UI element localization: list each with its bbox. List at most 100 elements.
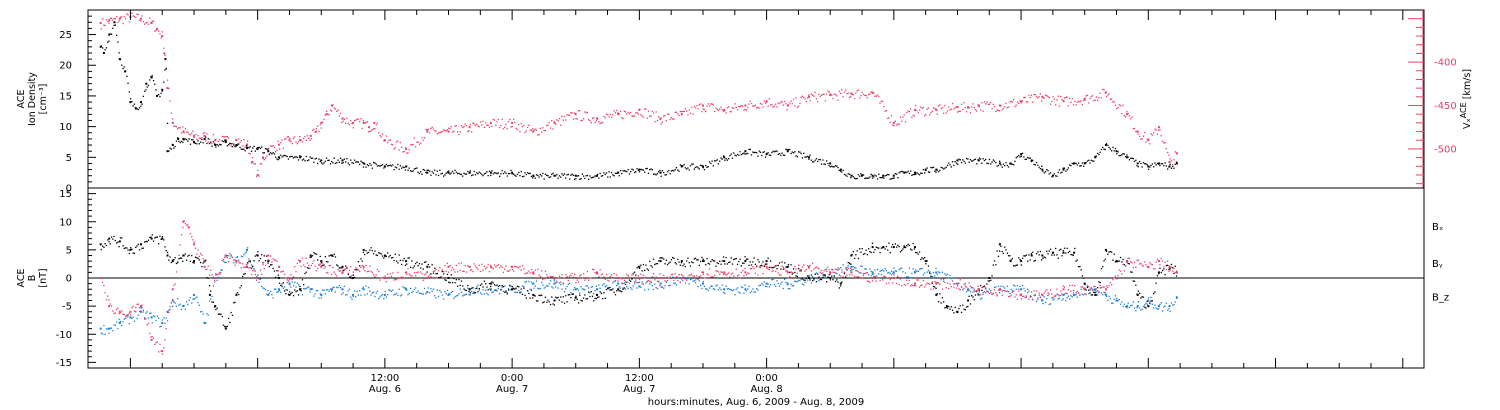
density-series-sample xyxy=(399,165,401,167)
by-series-sample xyxy=(161,319,164,321)
bz-series-sample xyxy=(876,276,879,279)
by-series-sample xyxy=(735,288,737,290)
bx-series-sample xyxy=(124,247,127,249)
by-series-sample xyxy=(327,289,329,291)
bz-series-sample xyxy=(231,256,234,258)
bx-series-sample xyxy=(1133,280,1136,282)
velocity-series-sample xyxy=(1093,99,1095,102)
by-series-sample xyxy=(726,288,728,290)
density-series-sample xyxy=(569,178,571,180)
by-series-sample xyxy=(803,284,805,286)
bx-series-sample xyxy=(864,252,866,255)
velocity-series-sample xyxy=(818,93,820,95)
bz-series-sample xyxy=(621,278,623,280)
bz-series-sample xyxy=(1070,290,1072,292)
by-series-sample xyxy=(320,297,323,299)
bx-series-sample xyxy=(651,266,653,268)
bz-series-sample xyxy=(242,263,244,265)
by-series-sample xyxy=(445,293,447,295)
velocity-series-sample xyxy=(192,130,194,132)
bz-series-sample xyxy=(1107,286,1109,288)
velocity-series-sample xyxy=(1058,105,1061,107)
bz-series-sample xyxy=(992,293,994,295)
bx-series-sample xyxy=(607,287,609,290)
bz-series-sample xyxy=(393,279,395,281)
by-series-sample xyxy=(401,294,403,296)
by-series-sample xyxy=(523,286,525,288)
bz-series-sample xyxy=(177,260,179,262)
density-series-sample xyxy=(121,64,123,66)
velocity-series-sample xyxy=(132,15,134,17)
bx-series-sample xyxy=(814,273,816,275)
density-series-sample xyxy=(1147,168,1150,170)
density-series-sample xyxy=(628,173,631,175)
density-series-sample xyxy=(1112,146,1114,149)
bx-series-sample xyxy=(201,266,203,268)
density-series-sample xyxy=(897,177,899,179)
density-series-sample xyxy=(1103,148,1105,150)
bx-series-sample xyxy=(882,247,884,249)
bz-series-sample xyxy=(988,292,991,294)
by-series-sample xyxy=(210,298,212,300)
bx-series-sample xyxy=(150,236,152,238)
bz-series-sample xyxy=(613,273,615,275)
bz-series-sample xyxy=(1116,278,1118,280)
bz-series-sample xyxy=(146,324,148,326)
density-series-sample xyxy=(1084,162,1086,164)
density-series-sample xyxy=(468,172,470,174)
bz-series-sample xyxy=(458,262,460,265)
density-series-sample xyxy=(973,159,975,161)
velocity-series-sample xyxy=(567,114,569,116)
density-series-sample xyxy=(566,174,568,176)
by-series-sample xyxy=(488,288,491,290)
velocity-series-sample xyxy=(683,110,685,113)
bz-series-sample xyxy=(733,275,735,277)
density-series-sample xyxy=(815,158,818,160)
velocity-series-sample xyxy=(871,92,874,94)
by-series-point xyxy=(702,282,704,285)
density-series-sample xyxy=(729,155,731,157)
by-series-sample xyxy=(798,279,800,282)
velocity-series-sample xyxy=(1094,99,1096,102)
by-series-sample xyxy=(714,288,716,290)
by-series-sample xyxy=(874,269,876,271)
bx-series-sample xyxy=(371,250,373,252)
velocity-series-sample xyxy=(248,152,250,154)
bz-series-sample xyxy=(951,280,954,282)
density-series-sample xyxy=(130,98,132,100)
density-series-sample xyxy=(250,150,253,152)
density-series-sample xyxy=(100,45,102,47)
bz-series-sample xyxy=(697,278,699,280)
velocity-series-sample xyxy=(448,127,450,129)
density-series-point xyxy=(882,174,885,177)
by-series-sample xyxy=(949,274,951,277)
velocity-series-sample xyxy=(501,118,503,120)
by-series-sample xyxy=(1140,309,1142,311)
bx-series-sample xyxy=(748,264,750,266)
by-series-sample xyxy=(698,280,700,282)
velocity-series-sample xyxy=(726,107,728,109)
bz-series-sample xyxy=(1132,267,1134,269)
bz-series-sample xyxy=(555,282,557,284)
density-series-sample xyxy=(859,175,861,177)
density-series-sample xyxy=(160,92,162,94)
bx-series-sample xyxy=(673,257,675,259)
by-series-sample xyxy=(786,284,788,286)
density-series-sample xyxy=(726,159,728,161)
by-series-sample xyxy=(1013,284,1015,286)
velocity-series-sample xyxy=(1009,101,1011,103)
by-series-sample xyxy=(806,279,809,281)
velocity-series-sample xyxy=(993,105,996,108)
bz-series-sample xyxy=(860,272,862,274)
bx-series-sample xyxy=(1079,265,1081,268)
density-series-sample xyxy=(717,163,720,165)
density-series-sample xyxy=(1119,154,1122,157)
bx-series-sample xyxy=(281,285,283,288)
bz-series-sample xyxy=(357,269,359,271)
bz-series-point xyxy=(786,271,789,274)
bx-series-sample xyxy=(373,253,375,255)
by-series-sample xyxy=(842,264,844,266)
bx-series-sample xyxy=(459,284,461,287)
bz-series-sample xyxy=(355,267,357,269)
by-series-sample xyxy=(752,288,754,290)
